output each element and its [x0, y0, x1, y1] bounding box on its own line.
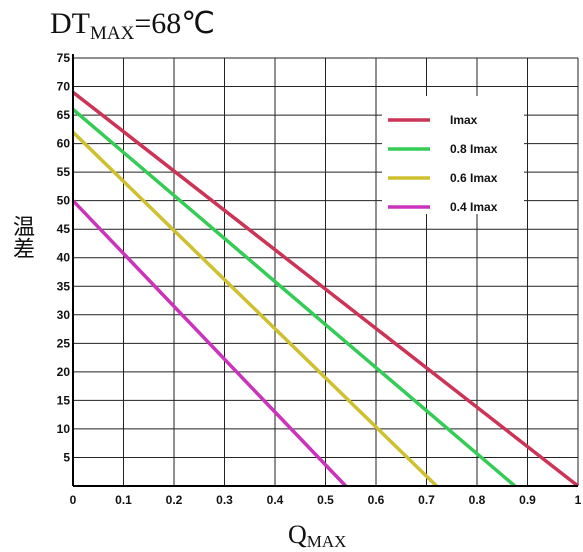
legend-label: 0.8 Imax: [450, 142, 498, 156]
y-tick-label: 20: [57, 365, 71, 379]
y-axis-label: 温差: [10, 215, 35, 259]
chart-title: DTMAX=68℃: [50, 6, 215, 45]
x-tick-label: 0.4: [267, 493, 284, 507]
series-line: [71, 199, 347, 488]
y-tick-label: 25: [57, 336, 71, 350]
y-tick-label: 65: [57, 108, 71, 122]
legend-label: 0.4 Imax: [450, 200, 498, 214]
axes: 0 0.1 0.2 0.3 0.4 0.5 0.6 0.7 0.8 0.9 151015202530…: [57, 51, 582, 507]
x-tick-label: 0.8: [469, 493, 486, 507]
series-lines: [71, 90, 580, 488]
x-tick-label: 0.1: [115, 493, 132, 507]
legend-box: [382, 96, 524, 214]
x-tick-label: 0.6: [368, 493, 385, 507]
legend: Imax 0.8 Imax 0.6 Imax 0.4 Imax: [382, 96, 524, 214]
y-tick-label: 30: [57, 308, 71, 322]
y-tick-label: 60: [57, 137, 71, 151]
y-tick-label: 45: [57, 222, 71, 236]
x-tick-label: 0.2: [166, 493, 183, 507]
x-tick-label: 0.5: [317, 493, 334, 507]
x-tick-label: 0.3: [216, 493, 233, 507]
series-line: [71, 90, 580, 488]
y-tick-label: 55: [57, 165, 71, 179]
title-subscript: MAX: [90, 23, 135, 44]
y-tick-label: 40: [57, 251, 71, 265]
legend-label: Imax: [450, 113, 478, 127]
x-tick-label: 0.9: [519, 493, 536, 507]
xlabel-subscript: MAX: [306, 532, 347, 551]
x-tick-label: 1: [575, 493, 582, 507]
x-axis-label: QMAX: [288, 520, 346, 552]
y-tick-label: 50: [57, 194, 71, 208]
y-tick-label: 75: [57, 51, 71, 65]
series-line: [71, 130, 438, 488]
y-tick-label: 5: [63, 450, 70, 464]
series-line: [71, 108, 517, 488]
xlabel-main: Q: [288, 520, 307, 549]
x-tick-label: 0: [70, 493, 77, 507]
legend-label: 0.6 Imax: [450, 171, 498, 185]
y-tick-label: 70: [57, 80, 71, 94]
title-tail: =68℃: [134, 7, 215, 40]
title-main: DT: [50, 7, 90, 40]
y-tick-label: 35: [57, 279, 71, 293]
x-tick-label: 0.7: [418, 493, 435, 507]
y-tick-label: 15: [57, 393, 71, 407]
y-tick-label: 10: [57, 422, 71, 436]
